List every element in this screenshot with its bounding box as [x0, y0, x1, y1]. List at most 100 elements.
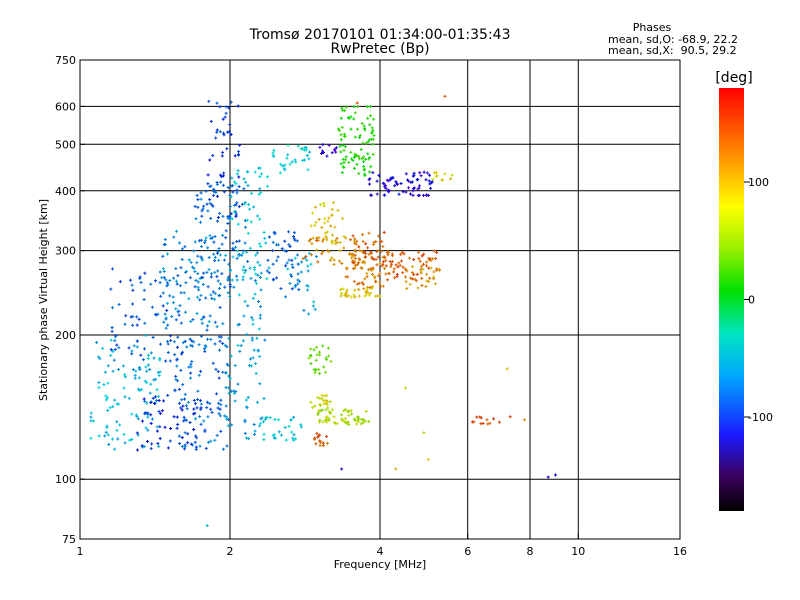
data-point — [364, 419, 365, 423]
data-point — [242, 278, 244, 282]
data-point — [217, 194, 218, 198]
data-point — [258, 327, 260, 331]
data-point — [217, 406, 219, 410]
data-point — [336, 146, 337, 150]
data-point — [287, 267, 289, 271]
data-point — [200, 407, 202, 411]
data-point — [219, 306, 221, 309]
data-point — [205, 189, 207, 193]
data-point — [163, 399, 164, 403]
data-point — [319, 145, 321, 149]
data-point — [202, 315, 204, 319]
data-point — [231, 217, 233, 221]
data-point — [140, 353, 142, 357]
data-point — [147, 357, 149, 361]
data-point — [228, 391, 230, 395]
data-point — [197, 254, 199, 258]
data-point — [267, 175, 268, 179]
data-point — [368, 178, 370, 182]
data-point — [199, 239, 200, 243]
data-point — [384, 185, 386, 189]
data-point — [411, 271, 413, 275]
data-point — [124, 395, 126, 399]
data-point — [361, 281, 363, 285]
data-point — [421, 264, 422, 268]
data-point — [368, 293, 370, 297]
data-point — [234, 180, 236, 184]
data-point — [210, 184, 212, 188]
data-point — [217, 370, 219, 374]
data-point — [284, 426, 286, 429]
data-point — [328, 250, 330, 254]
data-point — [199, 415, 201, 418]
data-point — [185, 270, 187, 274]
data-point — [371, 126, 373, 130]
data-point — [146, 401, 148, 405]
colorbar-tick-label: 100 — [748, 176, 769, 189]
data-point — [379, 271, 381, 275]
data-point — [423, 193, 424, 197]
data-point — [238, 322, 240, 326]
data-point — [216, 181, 218, 184]
grid-lines — [80, 60, 680, 539]
data-point — [263, 230, 265, 234]
data-point — [179, 442, 181, 446]
data-point — [425, 178, 427, 182]
data-point — [426, 272, 428, 276]
data-point — [398, 261, 400, 265]
data-point — [344, 420, 346, 424]
data-point — [159, 437, 161, 440]
data-point — [300, 147, 302, 151]
data-point — [90, 415, 92, 419]
data-point — [412, 193, 414, 197]
data-point — [110, 348, 112, 351]
data-point — [138, 376, 140, 380]
data-point — [363, 259, 365, 263]
data-point — [234, 399, 236, 403]
data-point — [392, 254, 393, 258]
x-axis-label: Frequency [MHz] — [334, 558, 426, 571]
data-point — [286, 156, 288, 160]
data-point — [236, 274, 238, 278]
data-point — [197, 398, 199, 401]
data-point — [339, 241, 341, 244]
data-point — [170, 339, 172, 343]
data-point — [172, 295, 174, 299]
data-point — [263, 438, 265, 442]
data-point — [410, 192, 411, 196]
data-point — [363, 418, 364, 422]
data-point — [156, 429, 158, 433]
data-point — [393, 270, 395, 274]
data-point — [397, 265, 399, 269]
data-point — [314, 307, 316, 311]
data-point — [418, 257, 420, 261]
data-point — [233, 392, 235, 395]
data-point — [228, 106, 230, 110]
data-point — [345, 294, 347, 298]
data-point — [354, 155, 356, 159]
data-point — [197, 280, 199, 284]
data-point — [213, 193, 215, 197]
y-tick-label: 600 — [55, 100, 76, 113]
data-point — [289, 245, 291, 248]
data-point — [282, 164, 284, 168]
data-point — [353, 293, 355, 297]
data-point — [180, 406, 182, 410]
data-point — [277, 243, 279, 247]
data-point — [257, 348, 259, 352]
data-point — [423, 170, 425, 174]
data-point — [179, 241, 180, 245]
data-point — [383, 230, 385, 234]
data-point — [272, 262, 274, 266]
data-point — [200, 238, 202, 242]
data-point — [185, 281, 187, 285]
data-point — [190, 365, 192, 369]
data-point — [112, 369, 114, 373]
data-point — [219, 130, 221, 134]
chart-subtitle: RwPretec (Bp) — [330, 41, 429, 57]
data-point — [227, 424, 229, 428]
data-point — [346, 290, 347, 294]
data-point — [328, 143, 330, 147]
data-point — [325, 231, 327, 235]
data-point — [405, 172, 407, 176]
